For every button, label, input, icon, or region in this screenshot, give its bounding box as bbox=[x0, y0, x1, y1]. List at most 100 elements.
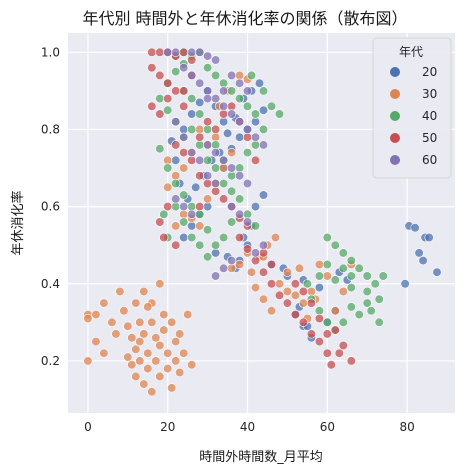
data-point bbox=[250, 221, 261, 231]
data-point bbox=[227, 86, 237, 96]
data-point bbox=[195, 132, 205, 142]
data-point bbox=[175, 329, 185, 339]
data-point bbox=[235, 232, 245, 243]
data-point bbox=[187, 209, 197, 219]
data-point bbox=[227, 263, 237, 273]
data-point bbox=[250, 155, 261, 165]
data-point bbox=[143, 364, 153, 374]
data-point bbox=[203, 140, 213, 150]
data-point bbox=[179, 132, 189, 142]
data-point bbox=[330, 240, 340, 250]
data-point bbox=[211, 248, 221, 258]
data-point bbox=[258, 105, 269, 115]
data-point bbox=[203, 117, 213, 127]
legend-label: 20 bbox=[422, 65, 437, 79]
data-point bbox=[354, 310, 364, 320]
data-point bbox=[151, 356, 161, 366]
series-60 bbox=[163, 47, 269, 281]
x-tick-label: 0 bbox=[84, 420, 92, 434]
data-point bbox=[242, 101, 253, 111]
data-point bbox=[314, 271, 325, 281]
data-point bbox=[203, 51, 213, 61]
data-point bbox=[290, 310, 301, 320]
legend-box bbox=[372, 37, 452, 179]
data-point bbox=[298, 317, 309, 327]
data-point bbox=[155, 371, 165, 382]
data-point bbox=[346, 356, 356, 366]
data-point bbox=[167, 317, 177, 327]
data-point bbox=[366, 306, 376, 316]
data-point bbox=[163, 182, 173, 192]
data-point bbox=[195, 124, 205, 134]
data-point bbox=[155, 340, 165, 351]
data-point bbox=[187, 155, 197, 165]
data-point bbox=[187, 148, 197, 158]
data-point bbox=[155, 144, 165, 154]
data-point bbox=[179, 202, 189, 212]
data-point bbox=[131, 344, 141, 354]
data-point bbox=[167, 383, 177, 393]
data-point bbox=[258, 240, 269, 250]
data-point bbox=[179, 217, 189, 227]
data-point bbox=[187, 47, 197, 57]
y-tick-label: 0.6 bbox=[41, 200, 60, 214]
data-point bbox=[282, 286, 293, 297]
data-point bbox=[266, 259, 277, 270]
data-point bbox=[400, 279, 410, 289]
y-tick-label: 0.4 bbox=[41, 277, 60, 291]
data-point bbox=[83, 313, 93, 324]
data-point bbox=[306, 286, 317, 297]
data-point bbox=[330, 306, 340, 316]
data-point bbox=[171, 356, 181, 366]
data-point bbox=[322, 232, 332, 243]
x-tick-label: 60 bbox=[320, 420, 335, 434]
data-point bbox=[179, 163, 189, 173]
data-point bbox=[163, 348, 173, 358]
data-point bbox=[330, 275, 340, 285]
data-point bbox=[227, 101, 237, 111]
data-point bbox=[171, 155, 181, 165]
data-point bbox=[322, 348, 332, 358]
data-point bbox=[250, 140, 261, 150]
data-point bbox=[227, 163, 237, 173]
data-point bbox=[155, 217, 165, 227]
data-point bbox=[227, 148, 237, 158]
data-point bbox=[159, 232, 169, 243]
data-point bbox=[171, 194, 181, 204]
data-point bbox=[258, 124, 269, 134]
data-point bbox=[203, 124, 213, 134]
legend-label: 60 bbox=[422, 153, 437, 167]
data-point bbox=[227, 186, 237, 196]
data-point bbox=[235, 171, 245, 181]
data-point bbox=[250, 202, 261, 212]
data-point bbox=[99, 298, 109, 308]
data-point bbox=[298, 298, 309, 308]
data-point bbox=[151, 333, 161, 343]
data-point bbox=[135, 317, 145, 327]
data-point bbox=[219, 163, 229, 173]
data-point bbox=[163, 78, 173, 88]
data-point bbox=[123, 352, 133, 362]
data-point bbox=[163, 163, 173, 173]
data-point bbox=[374, 317, 384, 327]
data-point bbox=[314, 259, 325, 270]
data-point bbox=[91, 337, 101, 347]
data-point bbox=[171, 86, 181, 96]
data-point bbox=[203, 63, 213, 73]
data-point bbox=[314, 283, 325, 293]
data-point bbox=[211, 140, 221, 150]
data-point bbox=[139, 379, 149, 389]
data-point bbox=[99, 348, 109, 358]
data-point bbox=[135, 337, 145, 347]
data-point bbox=[211, 148, 221, 158]
data-point bbox=[242, 124, 253, 134]
data-point bbox=[203, 155, 213, 165]
data-point bbox=[155, 279, 165, 289]
data-point bbox=[155, 93, 165, 104]
data-point bbox=[179, 209, 189, 219]
data-point bbox=[282, 298, 293, 308]
data-point bbox=[195, 140, 205, 150]
data-point bbox=[195, 209, 205, 219]
data-point bbox=[171, 221, 181, 231]
data-point bbox=[246, 267, 257, 277]
